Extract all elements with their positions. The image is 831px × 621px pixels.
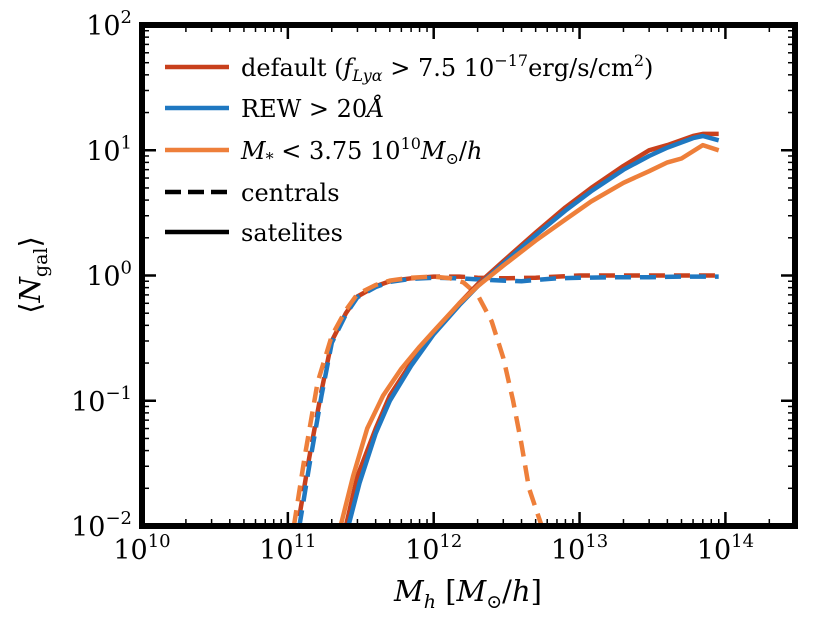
legend: default (fLyα > 7.5 10−17erg/s/cm2) REW … (165, 51, 653, 247)
y-tick-label: 102 (86, 7, 132, 42)
series-line-default-centrals (297, 273, 719, 517)
ticks-layer: 1010 1011 1012 1013 1014 10−2 10−1 100 101 102 (71, 7, 796, 566)
y-tick-label: 10−1 (71, 383, 132, 418)
legend-label-centrals: centrals (241, 179, 340, 207)
x-tick-label: 1012 (405, 531, 462, 566)
legend-label-mstar: M* < 3.75 1010M⊙/h (240, 134, 482, 168)
x-axis-label: Mh [M⊙/h] (393, 574, 542, 613)
y-axis-label: ⟨Ngal⟩ (13, 236, 52, 314)
series-line-rew-satellites (346, 133, 720, 526)
x-tick-label: 1010 (113, 531, 170, 566)
legend-label-satellites: satelites (241, 219, 343, 247)
series-layer (291, 131, 720, 526)
series-line-m-centrals (291, 274, 544, 526)
legend-label-rew: REW > 20Å (241, 94, 385, 123)
x-tick-label: 1014 (697, 531, 754, 566)
y-tick-label: 101 (86, 132, 132, 167)
y-tick-label: 10−2 (71, 508, 132, 543)
x-tick-label: 1013 (551, 531, 608, 566)
y-tick-label: 100 (86, 258, 132, 293)
x-tick-label: 1011 (259, 531, 316, 566)
series-line-m-satellites (338, 142, 720, 526)
legend-label-default: default (fLyα > 7.5 10−17erg/s/cm2) (241, 51, 653, 85)
